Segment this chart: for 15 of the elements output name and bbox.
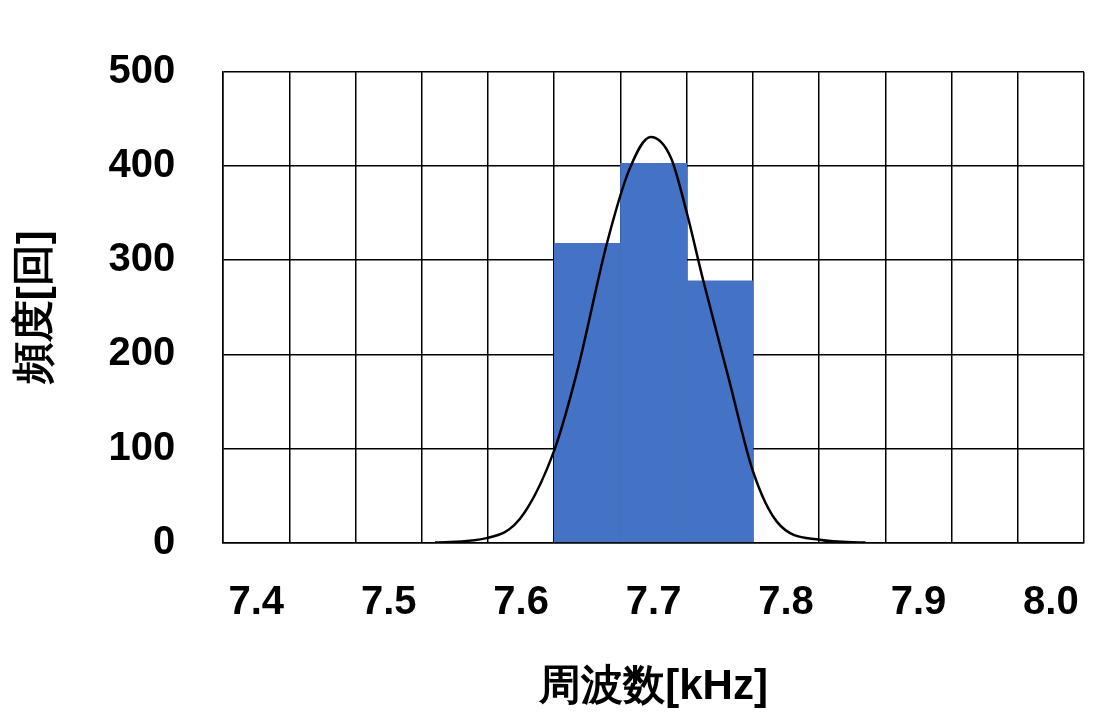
x-tick-label: 7.5 [360,577,417,622]
y-axis-title: 頻度[回] [8,230,56,386]
y-tick-label: 500 [108,47,176,92]
y-tick-label: 200 [108,329,176,374]
y-tick-label: 100 [108,423,176,468]
x-tick-label: 7.4 [228,577,285,622]
x-axis-title: 周波数[kHz] [538,661,768,709]
x-tick-label: 8.0 [1023,577,1079,622]
x-tick-label: 7.6 [493,577,549,622]
x-tick-label: 7.7 [625,577,682,622]
x-tick-label: 7.8 [758,577,814,622]
y-tick-label: 400 [108,141,176,186]
y-tick-label: 0 [152,517,176,562]
x-tick-label: 7.9 [890,577,947,622]
y-tick-label: 300 [108,235,176,280]
